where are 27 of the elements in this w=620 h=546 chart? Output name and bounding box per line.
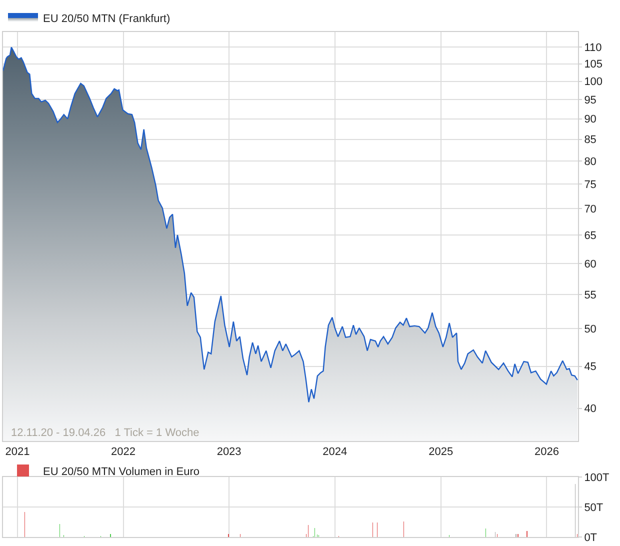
y-tick-label: 0T <box>584 532 598 544</box>
y-tick-label: 70 <box>584 203 596 216</box>
y-tick-label: 85 <box>584 134 596 146</box>
y-tick-label: 105 <box>584 58 603 71</box>
y-tick-label: 100T <box>584 472 610 484</box>
y-tick-label: 80 <box>584 156 596 168</box>
y-tick-label: 50 <box>584 324 596 336</box>
x-tick-label: 2022 <box>111 446 136 458</box>
y-tick-label: 75 <box>584 178 596 191</box>
x-tick-label: 2021 <box>5 446 30 458</box>
y-tick-label: 60 <box>584 258 596 270</box>
legend-label: EU 20/50 MTN Volumen in Euro <box>43 466 200 478</box>
y-tick-label: 100 <box>584 76 603 88</box>
y-tick-label: 65 <box>584 230 596 242</box>
y-tick-label: 50T <box>584 502 604 514</box>
y-tick-label: 110 <box>584 42 602 54</box>
y-tick-label: 40 <box>584 403 596 416</box>
x-tick-label: 2026 <box>534 446 559 458</box>
y-tick-label: 90 <box>584 114 596 126</box>
y-tick-label: 95 <box>584 94 596 106</box>
x-tick-label: 2024 <box>322 446 348 458</box>
y-tick-label: 55 <box>584 290 596 302</box>
x-tick-label: 2023 <box>216 446 242 458</box>
legend-label: EU 20/50 MTN (Frankfurt) <box>43 12 170 25</box>
y-tick-label: 45 <box>584 361 596 374</box>
x-tick-label: 2025 <box>428 446 454 458</box>
annotation: 12.11.20 - 19.04.26 1 Tick = 1 Woche <box>11 427 200 439</box>
